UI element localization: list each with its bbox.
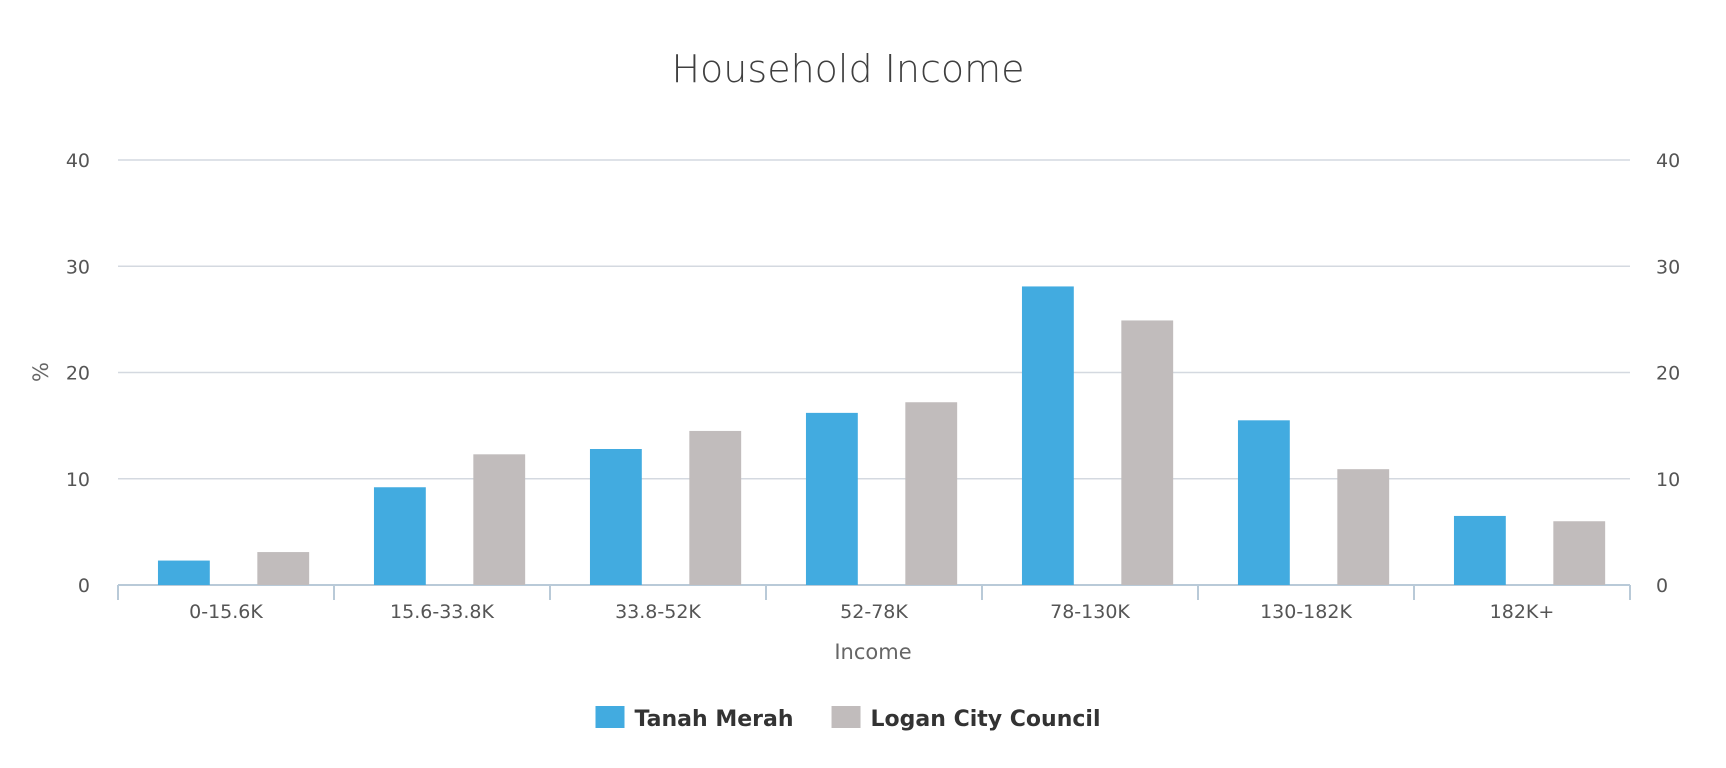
legend-item-1[interactable]: Tanah Merah [595,706,794,732]
x-tick-label: 130-182K [1260,601,1352,623]
legend-label: Logan City Council [871,707,1101,732]
y-tick-label-right: 0 [1656,575,1668,597]
bar-series-1[interactable] [1021,286,1074,585]
bar-series-1[interactable] [805,412,858,585]
bar-series-1[interactable] [589,449,642,585]
y-tick-label-right: 40 [1656,150,1680,172]
bar-series-2[interactable] [905,402,958,585]
x-tick-label: 15.6-33.8K [390,601,494,623]
y-axis-title: % [29,362,53,382]
legend-item-2[interactable]: Logan City Council [831,706,1101,732]
bars [157,286,1606,585]
grid-lines [118,159,1630,480]
y-tick-label-right: 10 [1656,469,1680,491]
axes [117,584,1631,600]
x-tick-label: 52-78K [840,601,908,623]
x-tick-label: 33.8-52K [615,601,701,623]
x-tick-label: 0-15.6K [189,601,263,623]
bar-series-1[interactable] [1237,420,1290,585]
y-tick-label-left: 10 [66,469,90,491]
bar-series-1[interactable] [1453,515,1506,585]
x-tick-label: 182K+ [1490,601,1555,623]
y-tick-label-left: 20 [66,363,90,385]
legend-label: Tanah Merah [635,707,794,732]
y-tick-label-left: 30 [66,256,90,278]
x-tick-label: 78-130K [1050,601,1130,623]
tick-labels: 0 0 10 10 20 20 30 30 40 40 0-15.6K 15.6-33.8K 33.8-… [66,150,1680,623]
bar-series-1[interactable] [373,487,426,585]
bar-series-2[interactable] [1337,469,1390,585]
bar-series-2[interactable] [257,552,310,585]
legend-swatch [595,706,625,728]
bar-series-2[interactable] [1553,521,1606,585]
bar-series-2[interactable] [1121,320,1174,585]
chart-title: Household Income [671,47,1024,91]
x-axis-title: Income [834,640,911,664]
legend-swatch [831,706,861,728]
bar-series-2[interactable] [689,430,742,585]
y-tick-label-left: 40 [66,150,90,172]
bar-series-1[interactable] [157,560,210,585]
legend[interactable]: Tanah Merah Logan City Council [595,706,1101,732]
y-tick-label-right: 30 [1656,256,1680,278]
y-tick-label-right: 20 [1656,363,1680,385]
bar-series-2[interactable] [473,454,526,585]
y-tick-label-left: 0 [78,575,90,597]
